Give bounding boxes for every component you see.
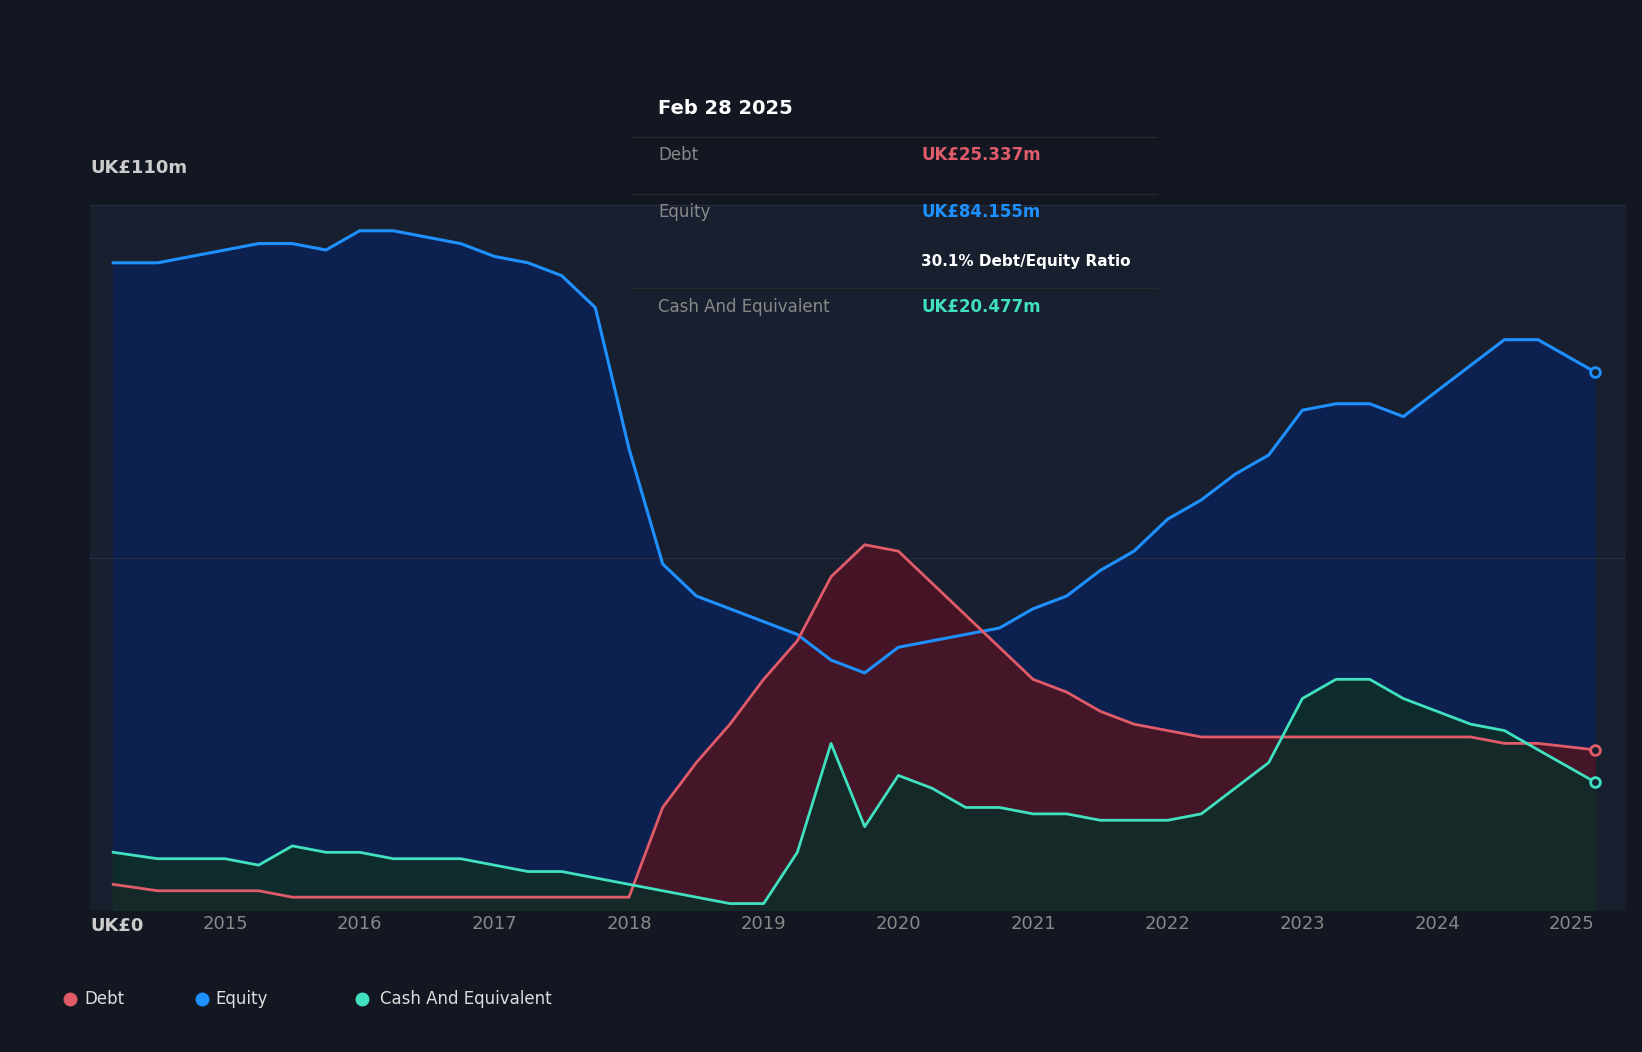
Text: Cash And Equivalent: Cash And Equivalent xyxy=(379,990,552,1009)
Text: Cash And Equivalent: Cash And Equivalent xyxy=(658,298,831,316)
Text: Debt: Debt xyxy=(658,146,698,164)
Text: Debt: Debt xyxy=(84,990,125,1009)
Text: UK£25.337m: UK£25.337m xyxy=(921,146,1041,164)
Text: UK£84.155m: UK£84.155m xyxy=(921,203,1041,221)
Text: UK£110m: UK£110m xyxy=(90,159,187,177)
Text: 30.1% Debt/Equity Ratio: 30.1% Debt/Equity Ratio xyxy=(921,254,1131,268)
Text: Feb 28 2025: Feb 28 2025 xyxy=(658,99,793,118)
Text: UK£0: UK£0 xyxy=(90,917,144,935)
Text: Equity: Equity xyxy=(215,990,268,1009)
Text: Equity: Equity xyxy=(658,203,711,221)
Text: UK£20.477m: UK£20.477m xyxy=(921,298,1041,316)
